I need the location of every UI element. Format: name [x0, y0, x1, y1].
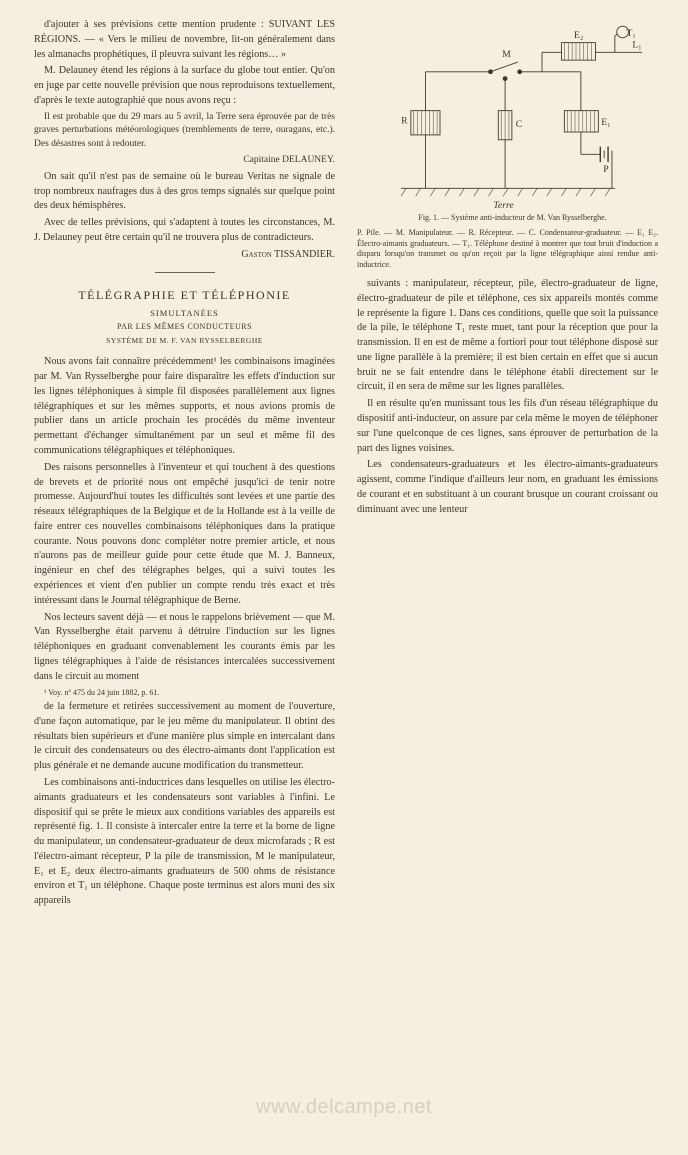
circuit-diagram-svg: M R C E₁ E₂ P T₁ L₁ Terre — [372, 18, 644, 213]
label-m: M — [502, 49, 511, 60]
figure-caption: Fig. 1. — Système anti-inducteur de M. V… — [357, 213, 658, 271]
section-rule — [155, 272, 215, 273]
quote: Il est probable que du 29 mars au 5 avri… — [34, 111, 335, 152]
para: Des raisons personnelles à l'inventeur e… — [34, 461, 335, 609]
label-r: R — [401, 115, 408, 126]
watermark: www.delcampe.net — [0, 1096, 688, 1119]
article-sub3: SYSTÈME DE M. F. VAN RYSSELBERGHE — [34, 336, 335, 347]
para: Avec de telles prévisions, qui s'adapten… — [34, 216, 335, 246]
label-l1: L₁ — [632, 40, 641, 51]
figure-1: M R C E₁ E₂ P T₁ L₁ Terre Fig. 1. — Syst… — [357, 18, 658, 271]
text-columns: d'ajouter à ses prévisions cette mention… — [34, 18, 658, 1078]
label-p: P — [603, 164, 609, 175]
para: Les combinaisons anti-inductrices dans l… — [34, 776, 335, 909]
figure-caption-title: Fig. 1. — Système anti-inducteur de M. V… — [357, 213, 658, 224]
footnote: ¹ Voy. nº 475 du 24 juin 1882, p. 61. — [34, 687, 335, 699]
label-terre: Terre — [493, 200, 514, 211]
para: Les condensateurs-graduateurs et les éle… — [357, 458, 658, 517]
article-sub2: PAR LES MÊMES CONDUCTEURS — [34, 321, 335, 333]
label-t1: T₁ — [626, 28, 635, 39]
quote-signature: Capitaine DELAUNEY. — [34, 154, 335, 168]
article-title: TÉLÉGRAPHIE ET TÉLÉPHONIE — [34, 287, 335, 304]
para: de la fermeture et retirées successiveme… — [34, 700, 335, 774]
para: On sait qu'il n'est pas de semaine où le… — [34, 170, 335, 214]
para: Nos lecteurs savent déjà — et nous le ra… — [34, 611, 335, 685]
label-e2: E₂ — [574, 30, 583, 41]
label-c: C — [515, 119, 521, 130]
figure-caption-body: P. Pile. — M. Manipulateur. — R. Récepte… — [357, 228, 658, 269]
para: M. Delauney étend les régions à la surfa… — [34, 64, 335, 108]
author-line: Gaston TISSANDIER. — [34, 248, 335, 263]
para: suivants : manipulateur, récepteur, pile… — [357, 277, 658, 395]
para: Il en résulte qu'en munissant tous les f… — [357, 397, 658, 456]
article-sub1: SIMULTANÉES — [34, 307, 335, 319]
page: d'ajouter à ses prévisions cette mention… — [0, 0, 688, 1155]
para: d'ajouter à ses prévisions cette mention… — [34, 18, 335, 62]
para: Nous avons fait connaître précédemment¹ … — [34, 355, 335, 458]
label-e1: E₁ — [601, 117, 610, 128]
